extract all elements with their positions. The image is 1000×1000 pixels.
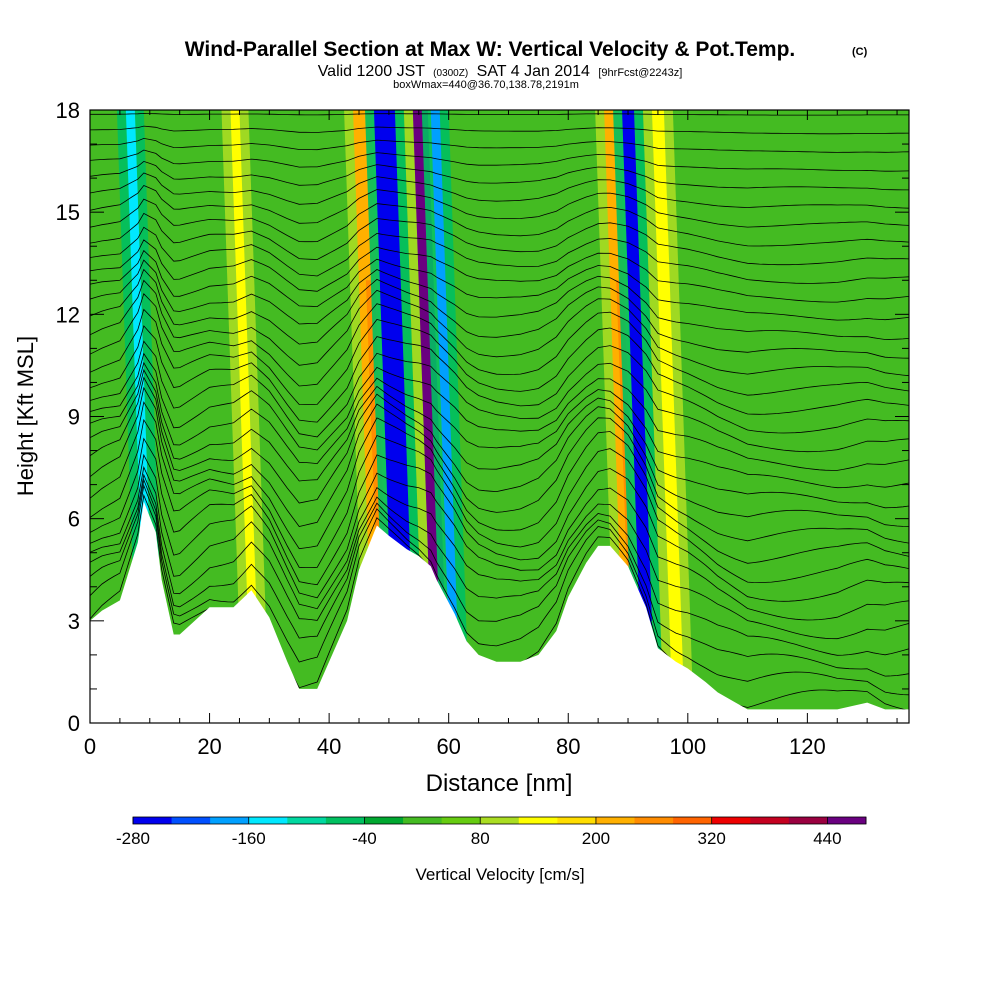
valid-utc: (0300Z) xyxy=(433,68,468,79)
valid-time-line: Valid 1200 JST (0300Z) SAT 4 Jan 2014 [9… xyxy=(318,63,683,80)
x-tick-label: 20 xyxy=(197,734,221,759)
x-tick-label: 100 xyxy=(669,734,706,759)
colorbar-swatch xyxy=(248,817,288,824)
colorbar-tick-label: 440 xyxy=(813,829,841,848)
velocity-band xyxy=(430,110,461,723)
x-axis: 0 20 40 60 80 100 120 xyxy=(84,110,898,759)
potential-temperature-contour xyxy=(90,239,909,303)
potential-temperature-contour xyxy=(90,437,909,602)
colorbar-swatch xyxy=(133,817,173,824)
colorbar-swatch xyxy=(480,817,520,824)
colorbar-swatch xyxy=(171,817,211,824)
potential-temperature-contour xyxy=(90,376,909,527)
x-tick-label: 80 xyxy=(556,734,580,759)
potential-temperature-contour xyxy=(90,185,909,228)
potential-temperature-contour xyxy=(90,478,909,677)
potential-temperature-contour xyxy=(90,361,909,489)
potential-temperature-contour xyxy=(90,484,909,696)
potential-temperature-contours xyxy=(90,112,909,711)
potential-temperature-contour xyxy=(90,308,909,415)
potential-temperature-contour xyxy=(90,386,909,544)
valid-date: SAT 4 Jan 2014 xyxy=(477,63,590,80)
potential-temperature-contour xyxy=(90,465,909,640)
colorbar-swatch xyxy=(210,817,250,824)
colorbar-swatch xyxy=(557,817,597,824)
potential-temperature-contour xyxy=(90,198,909,247)
colorbar-swatch xyxy=(595,817,636,824)
potential-temperature-contour xyxy=(90,259,909,340)
x-tick-label: 40 xyxy=(317,734,341,759)
colorbar-swatch xyxy=(827,817,867,824)
y-axis: 0 3 6 9 12 15 18 xyxy=(56,98,909,736)
potential-temperature-contour xyxy=(90,149,909,172)
x-tick-label: 120 xyxy=(789,734,826,759)
potential-temperature-contour xyxy=(90,453,909,621)
potential-temperature-contour xyxy=(90,212,909,266)
colorbar-swatch xyxy=(711,817,751,824)
colorbar-swatch xyxy=(403,817,443,824)
potential-temperature-contour xyxy=(90,137,909,153)
potential-temperature-contour xyxy=(90,352,909,471)
x-tick-label: 60 xyxy=(436,734,460,759)
colorbar-swatch xyxy=(673,817,713,824)
potential-temperature-contour xyxy=(90,293,909,396)
potential-temperature-contour xyxy=(90,368,909,509)
y-tick-label: 12 xyxy=(56,302,80,327)
colorbar-label: Vertical Velocity [cm/s] xyxy=(415,865,584,884)
y-axis-label: Height [Kft MSL] xyxy=(13,336,38,496)
y-tick-label: 6 xyxy=(68,507,80,532)
chart-title: Wind-Parallel Section at Max W: Vertical… xyxy=(185,38,796,61)
potential-temperature-contour xyxy=(90,279,909,377)
potential-temperature-contour xyxy=(90,401,909,564)
potential-temperature-contour xyxy=(90,249,909,321)
terrain-mask xyxy=(90,501,909,723)
x-axis-label: Distance [nm] xyxy=(426,770,573,797)
colorbar-swatch xyxy=(325,817,365,824)
colorbar-swatch xyxy=(287,817,327,824)
y-tick-label: 0 xyxy=(68,711,80,736)
y-tick-label: 18 xyxy=(56,98,80,123)
potential-temperature-contour xyxy=(90,226,909,284)
colorbar-swatch xyxy=(788,817,828,824)
velocity-band xyxy=(230,110,261,723)
colorbar-swatch xyxy=(364,817,404,824)
chart-title-suffix: (C) xyxy=(852,46,868,58)
potential-temperature-contour xyxy=(90,418,909,584)
x-tick-label: 0 xyxy=(84,734,96,759)
y-tick-label: 3 xyxy=(68,609,80,634)
colorbar-swatch xyxy=(634,817,674,824)
colorbar-swatch xyxy=(441,817,481,824)
velocity-band xyxy=(651,110,685,723)
velocity-band-core xyxy=(387,280,411,621)
colorbar-tick-label: 200 xyxy=(582,829,610,848)
potential-temperature-contour xyxy=(90,160,909,191)
colorbar-tick-label: 320 xyxy=(697,829,725,848)
potential-temperature-contour xyxy=(90,125,909,135)
potential-temperature-contour xyxy=(90,325,909,434)
y-tick-label: 15 xyxy=(56,200,80,225)
potential-temperature-contour xyxy=(90,340,909,453)
valid-prefix: Valid 1200 JST xyxy=(318,63,426,80)
potential-temperature-contour xyxy=(90,473,909,656)
plot-area xyxy=(90,110,909,723)
box-wmax-label: boxWmax=440@36.70,138.78,2191m xyxy=(393,79,579,91)
potential-temperature-contour xyxy=(90,268,909,359)
y-tick-label: 9 xyxy=(68,405,80,430)
vertical-velocity-field xyxy=(116,110,694,723)
colorbar-tick-label: -160 xyxy=(232,829,266,848)
potential-temperature-contour xyxy=(90,112,909,116)
colorbar: -280 -160 -40 80 200 320 440 xyxy=(116,816,867,848)
forecast-label: [9hrFcst@2243z] xyxy=(598,67,682,79)
colorbar-swatch xyxy=(518,817,558,824)
colorbar-tick-label: 80 xyxy=(471,829,490,848)
colorbar-swatch xyxy=(750,817,790,824)
colorbar-tick-label: -40 xyxy=(352,829,377,848)
potential-temperature-contour xyxy=(90,172,909,209)
colorbar-tick-label: -280 xyxy=(116,829,150,848)
